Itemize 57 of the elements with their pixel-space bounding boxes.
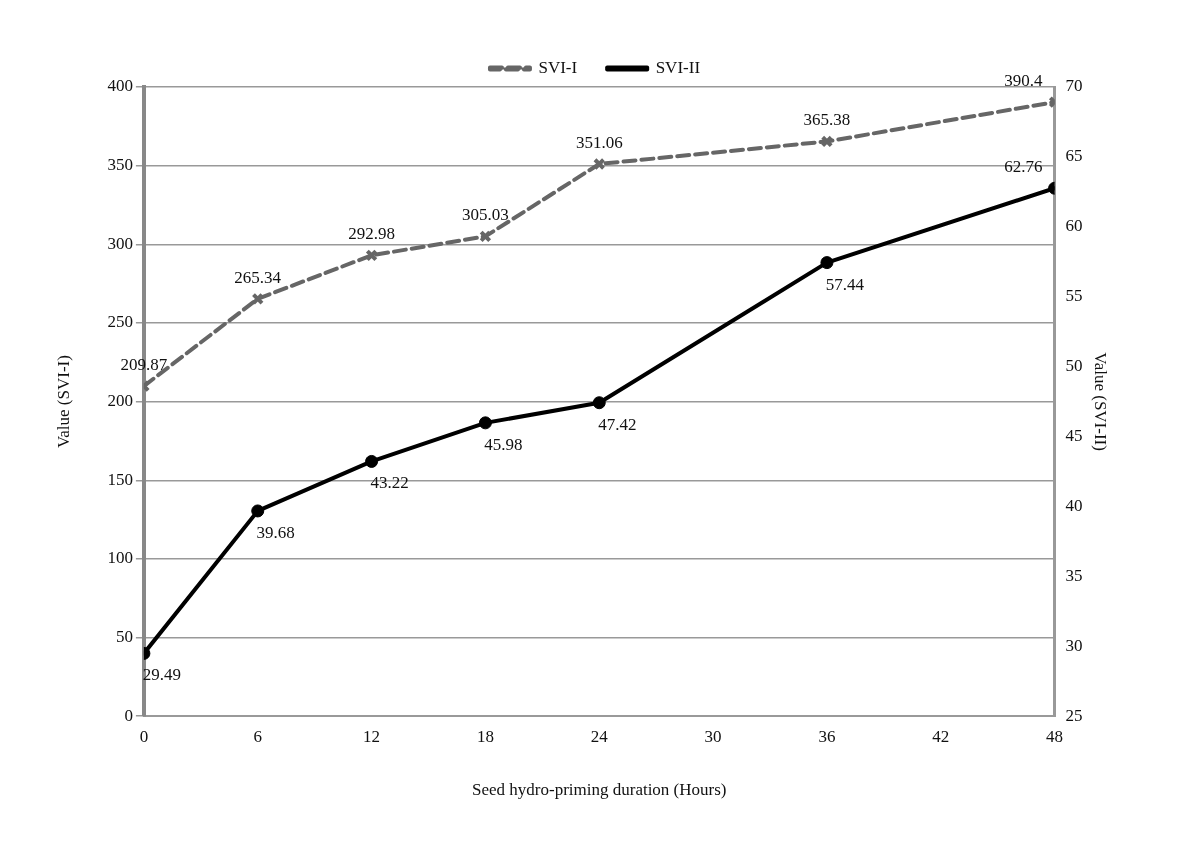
point [592, 396, 606, 410]
y2-tick-label: 30 [1065, 635, 1083, 655]
y-tick-label: 250 [107, 312, 133, 332]
y2-tick-label: 45 [1065, 426, 1083, 446]
point [593, 157, 606, 171]
data-label: 62.76 [1004, 157, 1043, 177]
y-tick-label: 350 [107, 155, 133, 175]
y2-tick-label: 65 [1065, 146, 1083, 166]
y-tick-label: 150 [107, 469, 133, 489]
x-tick-label: 36 [818, 726, 836, 746]
point [820, 256, 834, 270]
point [820, 135, 834, 148]
data-label: 45.98 [484, 434, 523, 454]
x-tick-label: 6 [253, 726, 262, 746]
y2-axis-title: Value (SVI-II) [1091, 352, 1111, 451]
x-tick-label: 0 [139, 726, 149, 746]
data-label: 390.4 [1004, 71, 1044, 91]
y-axis-title: Value (SVI-I) [53, 355, 73, 449]
point [479, 230, 492, 243]
y2-tick-label: 70 [1065, 76, 1083, 96]
y-tick-label: 300 [107, 233, 133, 253]
x-tick-label: 30 [704, 726, 722, 746]
data-label: 292.98 [348, 224, 395, 244]
y2-tick-label: 50 [1065, 356, 1083, 376]
legend-label: SVI-I [538, 57, 578, 77]
point [365, 249, 378, 262]
data-label: 57.44 [825, 274, 865, 294]
data-label: 365.38 [803, 110, 851, 130]
x-tick-label: 18 [476, 726, 494, 746]
y2-tick-label: 55 [1065, 286, 1083, 306]
data-label: 39.68 [256, 522, 295, 542]
data-label: 305.03 [462, 205, 509, 225]
x-tick-label: 48 [1046, 726, 1064, 746]
y-tick-label: 400 [107, 76, 133, 96]
x-tick-label: 42 [932, 726, 950, 746]
point [478, 416, 492, 430]
x-tick-label: 12 [363, 726, 381, 746]
data-label: 209.87 [120, 355, 168, 375]
y-tick-label: 100 [107, 548, 133, 568]
y2-tick-label: 40 [1065, 495, 1083, 515]
point [365, 454, 379, 468]
x-tick-label: 24 [590, 726, 609, 746]
data-label: 47.42 [598, 414, 637, 434]
y2-tick-label: 25 [1065, 705, 1083, 725]
legend-label: SVI-II [655, 57, 701, 77]
data-label: 43.22 [370, 473, 409, 493]
y-tick-label: 0 [124, 705, 133, 725]
y-tick-label: 200 [107, 391, 133, 411]
y-tick-label: 50 [115, 627, 133, 647]
y2-tick-label: 60 [1065, 216, 1083, 236]
y2-tick-label: 35 [1065, 565, 1083, 585]
data-label: 351.06 [575, 132, 623, 152]
data-label: 265.34 [234, 267, 282, 287]
point [251, 292, 264, 306]
x-axis-title: Seed hydro-priming duration (Hours) [472, 780, 727, 800]
data-label: 29.49 [142, 665, 182, 685]
point [251, 504, 265, 518]
